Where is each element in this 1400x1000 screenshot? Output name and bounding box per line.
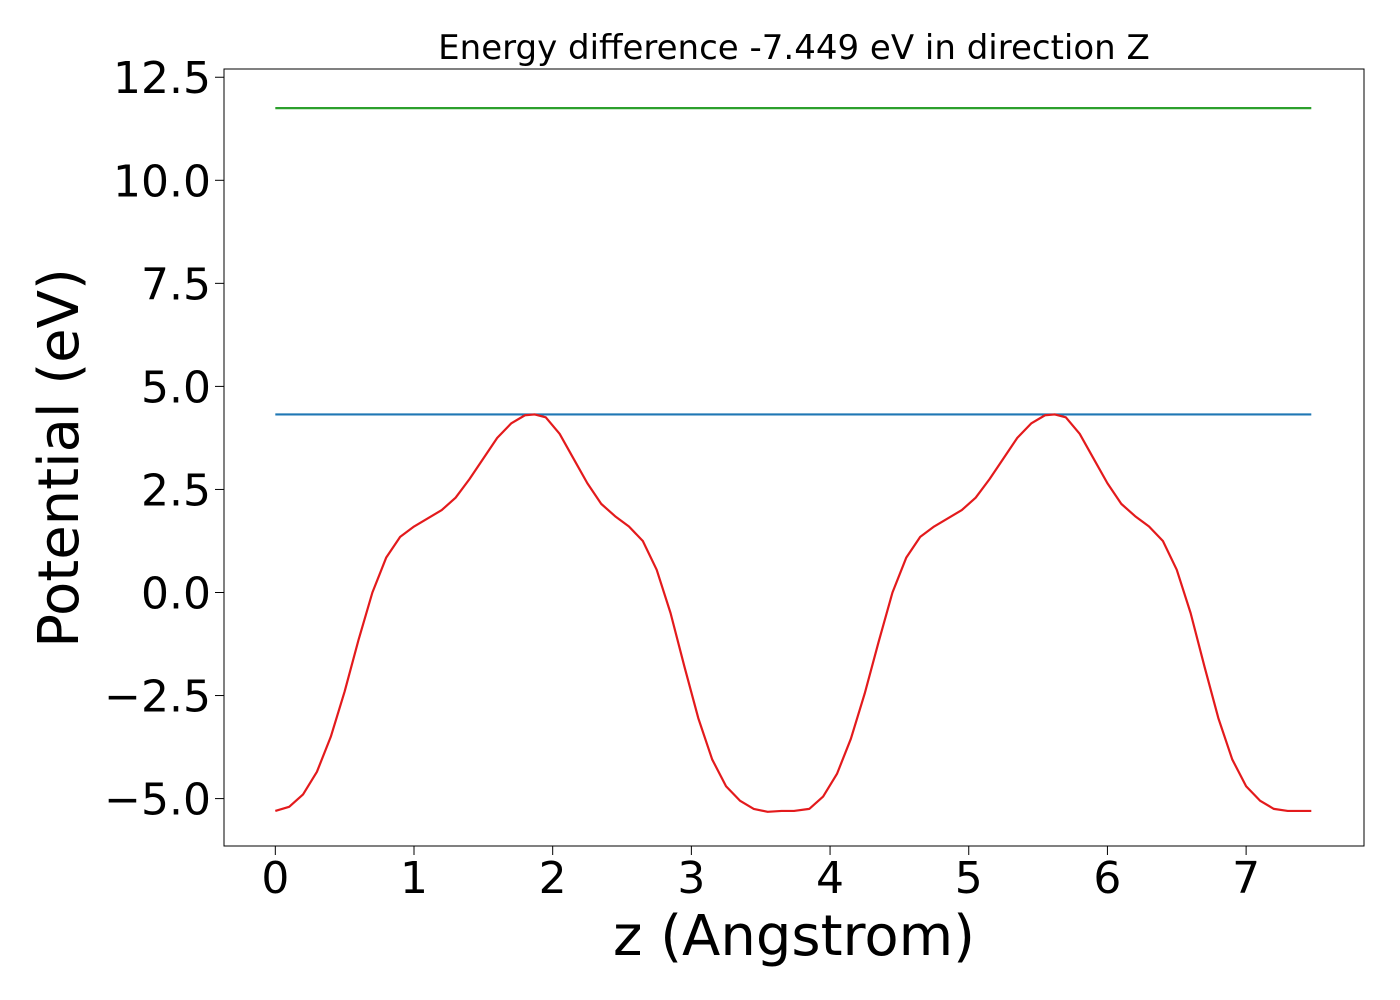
x-tick-label: 7	[1232, 853, 1260, 904]
x-tick-label: 6	[1093, 853, 1121, 904]
y-axis: −5.0 −2.5 0.0 2.5 5.0 7.5 10.0 12.5	[104, 53, 224, 826]
x-tick-label: 3	[677, 853, 705, 904]
y-tick-label: 12.5	[113, 53, 211, 104]
y-tick-label: 2.5	[141, 465, 211, 516]
x-tick-label: 1	[400, 853, 428, 904]
x-tick-label: 2	[539, 853, 567, 904]
y-tick-label: −5.0	[104, 775, 211, 826]
x-tick-label: 0	[261, 853, 289, 904]
series-line-2	[274, 413, 1312, 813]
y-tick-label: 5.0	[141, 362, 211, 413]
series-layer	[274, 107, 1312, 813]
y-tick-label: 7.5	[141, 259, 211, 310]
chart-title: Energy difference -7.449 eV in direction…	[438, 28, 1150, 68]
x-tick-label: 4	[816, 853, 844, 904]
plot-frame	[223, 68, 1365, 847]
y-tick-label: 10.0	[113, 156, 211, 207]
x-tick-label: 5	[955, 853, 983, 904]
y-axis-label: Potential (eV)	[27, 268, 92, 648]
y-tick-label: −2.5	[104, 672, 211, 723]
x-axis-label: z (Angstrom)	[613, 904, 975, 969]
y-tick-label: 0.0	[141, 568, 211, 619]
x-axis: 0 1 2 3 4 5 6 7	[261, 846, 1260, 904]
